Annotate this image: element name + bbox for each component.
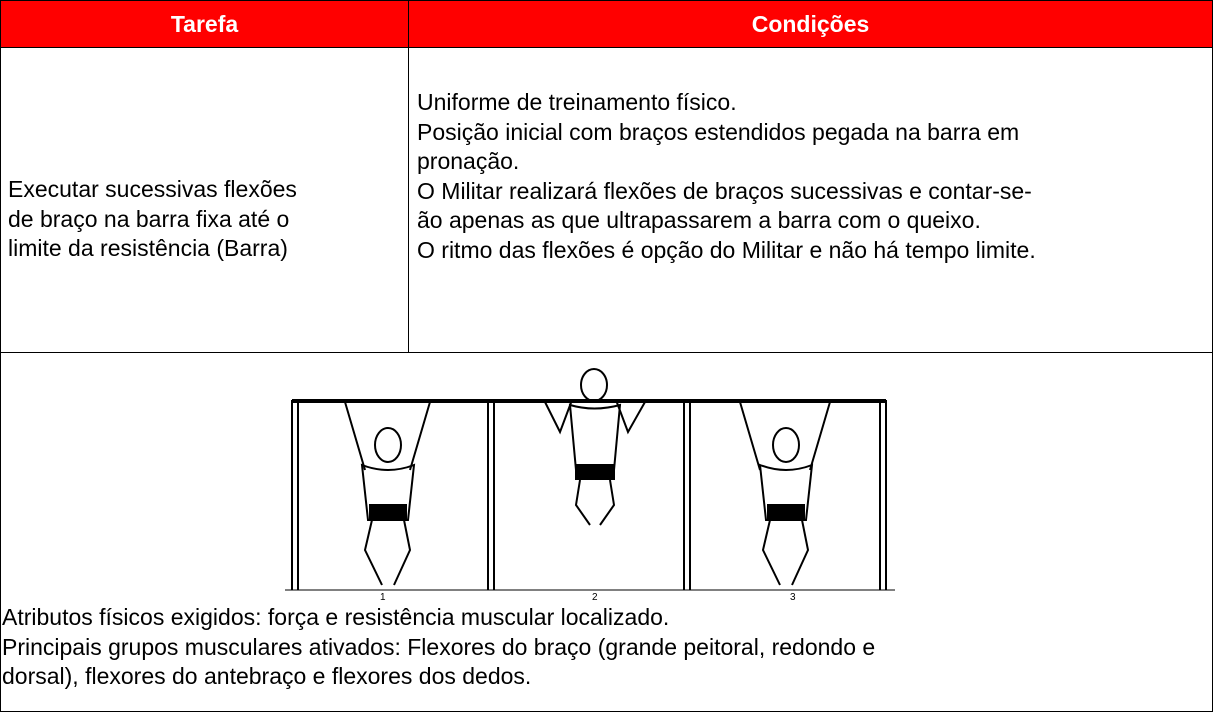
note-text: Principais grupos musculares ativados: F… bbox=[2, 633, 876, 660]
figure-label: 3 bbox=[790, 592, 796, 603]
task-text: limite da resistência (Barra) bbox=[8, 235, 288, 261]
note-text: Atributos físicos exigidos: força e resi… bbox=[2, 604, 670, 630]
condition-text: O Militar realizará flexões de braços su… bbox=[417, 177, 1032, 204]
condition-text: ão apenas as que ultrapassarem a barra c… bbox=[417, 207, 981, 233]
header-cell: Tarefa bbox=[0, 0, 409, 48]
condition-text: Posição inicial com braços estendidos pe… bbox=[417, 118, 1020, 145]
frame bbox=[285, 399, 895, 591]
figure-3 bbox=[739, 401, 831, 586]
figure-2 bbox=[544, 368, 646, 526]
task-text: de braço na barra fixa até o bbox=[8, 205, 290, 232]
condition-text: Uniforme de treinamento físico. bbox=[417, 89, 737, 115]
condition-text: pronação. bbox=[417, 148, 520, 174]
figure-label: 2 bbox=[592, 592, 598, 603]
condition-text: O ritmo das flexões é opção do Militar e… bbox=[417, 236, 1036, 263]
figure-1 bbox=[344, 401, 431, 586]
figure-label: 1 bbox=[380, 592, 386, 603]
task-text: Executar sucessivas flexões bbox=[8, 176, 297, 202]
note-text: dorsal), flexores do antebraço e flexore… bbox=[2, 663, 532, 689]
